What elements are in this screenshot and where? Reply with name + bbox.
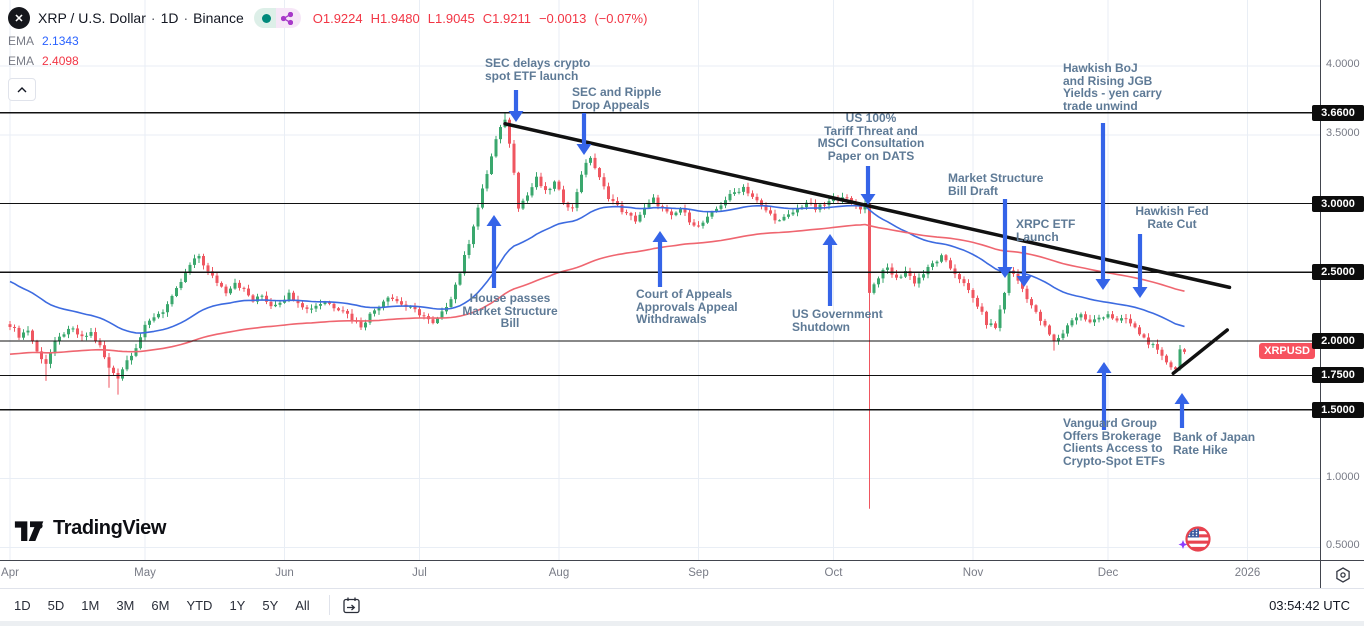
price-axis[interactable]: 4.0000 3.6600 3.5000 3.0000 2.5000 2.0000 1.75… xyxy=(1312,0,1364,560)
ema-slow-line xyxy=(9,223,1185,355)
price-tick-label: 3.5000 xyxy=(1326,126,1360,139)
time-tick-dec[interactable]: Dec xyxy=(1097,567,1119,579)
title-separator: · xyxy=(150,10,156,26)
ema-label: EMA xyxy=(8,54,35,68)
time-tick-may[interactable]: May xyxy=(134,567,156,579)
gridlines xyxy=(0,0,1320,560)
close-value: C1.9211 xyxy=(482,10,531,26)
arrow-msb-draft xyxy=(997,199,1013,278)
time-axis[interactable]: Apr May Jun Jul Aug Sep Oct Nov Dec 2026 xyxy=(0,560,1364,588)
time-tick-jun[interactable]: Jun xyxy=(275,567,294,579)
xrp-logo-glyph: ✕ xyxy=(14,12,24,25)
range-button-1y[interactable]: 1Y xyxy=(229,597,246,613)
arrow-sec-ripple xyxy=(576,113,592,155)
collapse-indicators-button[interactable] xyxy=(8,78,36,101)
price-level-label: 1.5000 xyxy=(1312,401,1364,418)
low-value: L1.9045 xyxy=(427,10,475,26)
ema-slow-value: 2.4098 xyxy=(42,54,79,68)
price-tick-label: 4.0000 xyxy=(1326,58,1360,70)
clock-utc[interactable]: 03:54:42 UTC xyxy=(1269,597,1350,613)
title-separator: · xyxy=(183,10,189,26)
toolbar-divider xyxy=(328,595,330,615)
gear-hexagon-icon xyxy=(1335,566,1350,583)
range-button-5y[interactable]: 5Y xyxy=(262,597,279,613)
ema-fast-line xyxy=(9,204,1185,334)
ema-fast-row[interactable]: EMA 2.1343 xyxy=(8,31,647,51)
time-tick-jul[interactable]: Jul xyxy=(412,567,427,579)
us-flag-event-icon[interactable] xyxy=(1178,524,1212,561)
interval-selector[interactable]: 1D xyxy=(160,10,179,26)
legend: ✕ XRP / U.S. Dollar · 1D · Binance xyxy=(8,5,647,101)
open-value: O1.9224 xyxy=(312,10,363,26)
xrp-logo-icon: ✕ xyxy=(8,7,30,29)
go-to-date-icon[interactable] xyxy=(342,596,361,615)
range-button-3m[interactable]: 3M xyxy=(116,597,135,613)
arrow-hawkish-fed xyxy=(1132,234,1148,298)
ohlc-values: O1.9224 H1.9480 L1.9045 C1.9211 −0.0013 … xyxy=(313,11,648,26)
change-percent: (−0.07%) xyxy=(594,10,648,26)
chevron-up-icon xyxy=(17,86,27,92)
time-tick-apr[interactable]: Apr xyxy=(1,567,19,579)
event-arrows xyxy=(486,90,1190,430)
share-icon xyxy=(280,11,293,25)
time-tick-oct[interactable]: Oct xyxy=(824,567,843,579)
price-level-label: 3.0000 xyxy=(1312,195,1364,212)
ema-label: EMA xyxy=(8,34,35,48)
arrow-court-appeals xyxy=(652,231,668,287)
candlestick-series xyxy=(8,112,1186,509)
change-value: −0.0013 xyxy=(538,10,587,26)
arrow-us-gov xyxy=(822,234,838,306)
price-level-label: 3.6600 xyxy=(1312,104,1364,121)
tradingview-watermark-text: TradingView xyxy=(53,517,167,539)
tradingview-watermark: TradingView xyxy=(14,515,166,542)
arrow-us-tariff xyxy=(860,166,876,205)
time-tick-nov[interactable]: Nov xyxy=(962,567,984,579)
range-button-5d[interactable]: 5D xyxy=(47,597,65,613)
price-level-label: 1.7500 xyxy=(1312,367,1364,384)
tradingview-logo-icon xyxy=(14,521,44,541)
price-level-label: 2.5000 xyxy=(1312,264,1364,281)
status-pill[interactable] xyxy=(253,8,301,28)
range-button-1d[interactable]: 1D xyxy=(14,597,31,613)
arrow-hawkish-boj xyxy=(1095,123,1111,290)
price-scale-settings-button[interactable] xyxy=(1320,561,1364,588)
range-button-all[interactable]: All xyxy=(295,597,310,613)
time-tick-sep[interactable]: Sep xyxy=(688,567,709,579)
market-status-icon xyxy=(261,13,271,23)
arrow-vanguard xyxy=(1096,362,1112,430)
bottom-toolbar: 1D 5D 1M 3M 6M YTD 1Y 5Y All 03:54:42 UTC xyxy=(0,588,1364,621)
price-tick-label: 0.5000 xyxy=(1326,539,1360,552)
arrow-boj-hike xyxy=(1174,393,1190,428)
series-price-label: XRPUSD xyxy=(1259,342,1315,359)
high-value: H1.9480 xyxy=(370,10,420,26)
arrow-xrpc-etf xyxy=(1016,246,1032,287)
range-button-6m[interactable]: 6M xyxy=(151,597,170,613)
time-tick-2026[interactable]: 2026 xyxy=(1234,567,1261,579)
trendlines xyxy=(503,122,1232,376)
arrow-sec-delays xyxy=(508,90,524,122)
candlestick-chart[interactable] xyxy=(0,0,1320,560)
price-tick-label: 1.0000 xyxy=(1326,470,1360,483)
chart-pane[interactable]: SEC delays crypto spot ETF launch SEC and… xyxy=(0,0,1320,560)
sparkle-icon xyxy=(1178,540,1188,549)
bottom-strip xyxy=(0,621,1364,626)
symbol-title[interactable]: XRP / U.S. Dollar xyxy=(38,10,146,26)
exchange-name[interactable]: Binance xyxy=(193,10,244,26)
ema-fast-value: 2.1343 xyxy=(42,34,79,48)
ema-slow-row[interactable]: EMA 2.4098 xyxy=(8,51,647,71)
time-tick-aug[interactable]: Aug xyxy=(548,567,570,579)
range-button-1m[interactable]: 1M xyxy=(81,597,100,613)
price-level-label: 2.0000 xyxy=(1312,333,1364,349)
range-button-ytd[interactable]: YTD xyxy=(186,597,213,613)
arrow-house-passes xyxy=(486,215,502,288)
